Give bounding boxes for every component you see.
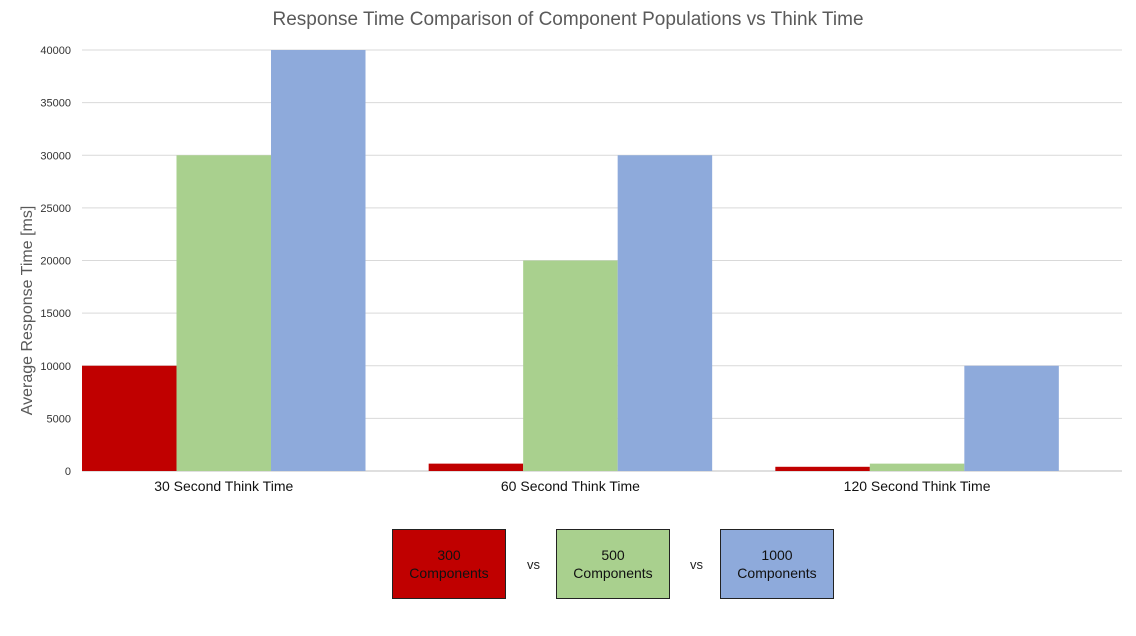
y-tick-label: 40000 — [40, 45, 71, 57]
x-tick-label: 120 Second Think Time — [844, 478, 991, 494]
x-tick-label: 30 Second Think Time — [154, 478, 293, 494]
chart-title: Response Time Comparison of Component Po… — [272, 9, 864, 30]
bar — [964, 365, 1059, 471]
y-tick-label: 10000 — [40, 361, 71, 373]
y-tick-label: 5000 — [47, 413, 71, 425]
y-tick-label: 35000 — [40, 98, 71, 110]
y-tick-label: 30000 — [40, 150, 71, 162]
y-tick-label: 20000 — [40, 256, 71, 268]
legend-item-300-components: 300 Components — [392, 529, 506, 599]
legend-separator: vs — [690, 557, 703, 572]
bar — [617, 155, 713, 471]
bar — [176, 155, 271, 471]
legend-item-1000-components: 1000 Components — [720, 529, 834, 599]
legend-item-500-components: 500 Components — [556, 529, 670, 599]
bar — [869, 463, 965, 471]
x-tick-label: 60 Second Think Time — [501, 478, 640, 494]
bar — [775, 466, 870, 471]
legend-separator: vs — [527, 557, 540, 572]
y-tick-label: 15000 — [40, 308, 71, 320]
bar — [82, 365, 177, 471]
y-tick-label: 25000 — [40, 203, 71, 215]
bar — [271, 50, 366, 471]
bar — [428, 463, 524, 471]
y-axis-title: Average Response Time [ms] — [19, 206, 36, 416]
bar — [523, 260, 618, 471]
y-tick-label: 0 — [65, 466, 71, 478]
